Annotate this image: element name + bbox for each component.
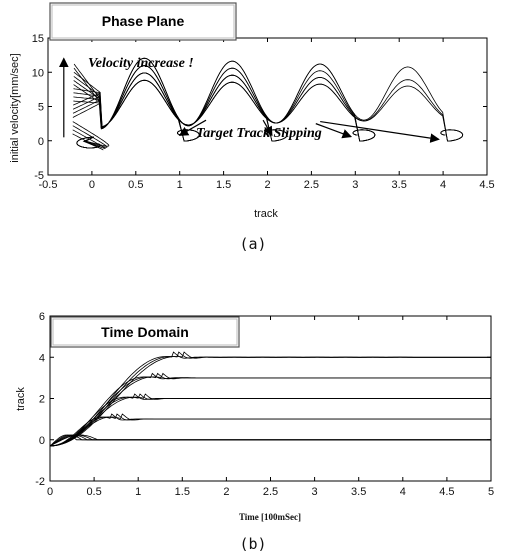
annotation-arrow [178, 119, 207, 136]
track-responses [49, 351, 491, 447]
x-tick-label-a: 4.5 [479, 179, 494, 191]
y-tick-label-b: 6 [39, 311, 45, 323]
y-tick-label-a: 15 [32, 33, 44, 45]
y-tick-label-a: -5 [34, 170, 44, 182]
time-domain-title-box: Time Domain [50, 316, 240, 348]
caption-a: (a) [239, 235, 266, 253]
x-tick-label-a: 0 [89, 179, 95, 191]
x-tick-label-b: 4 [400, 486, 406, 498]
time-domain-title: Time Domain [101, 324, 189, 340]
x-tick-label-a: 1.5 [216, 179, 231, 191]
track-slipping-annotation: Target Track Slipping [196, 126, 322, 141]
x-tick-label-a: 0.5 [128, 179, 143, 191]
x-tick-label-b: 0 [47, 486, 53, 498]
annotation-arrow [262, 119, 273, 137]
x-tick-label-a: 4 [440, 179, 446, 191]
caption-b: (b) [239, 535, 266, 553]
x-tick-label-b: 3.5 [351, 486, 366, 498]
x-tick-label-a: 2.5 [304, 179, 319, 191]
phase-trajectory [72, 121, 110, 149]
x-tick-label-a: 1 [177, 179, 183, 191]
phase-plane-title: Phase Plane [102, 13, 185, 29]
phase-plane-xlabel: track [254, 208, 278, 220]
phase-trajectory [73, 65, 376, 142]
plot-frame-a [47, 37, 488, 176]
track-response-line [50, 393, 491, 447]
y-tick-label-b: 2 [39, 394, 45, 406]
track-response-line [50, 413, 491, 447]
time-domain-xlabel: Time [100mSec] [239, 512, 301, 522]
x-tick-label-b: 1.5 [175, 486, 190, 498]
y-tick-label-a: 5 [38, 102, 44, 114]
x-tick-label-b: 1 [135, 486, 141, 498]
y-tick-label-b: 4 [39, 352, 45, 364]
velocity-increase-annotation: Velocity increase ! [88, 56, 194, 71]
x-tick-label-a: 3.5 [392, 179, 407, 191]
x-tick-label-b: 3 [312, 486, 318, 498]
x-tick-label-b: 4.5 [439, 486, 454, 498]
y-tick-label-b: 0 [39, 435, 45, 447]
track-response-line [49, 434, 491, 447]
x-tick-label-b: 2.5 [263, 486, 278, 498]
x-tick-label-a: 3 [352, 179, 358, 191]
track-response-line [50, 351, 491, 447]
y-tick-label-b: -2 [35, 476, 45, 488]
phase-plane-ylabel: initial velocity[mm/sec] [9, 53, 21, 162]
x-tick-label-b: 2 [223, 486, 229, 498]
y-tick-label-a: 0 [38, 136, 44, 148]
x-tick-label-a: -0.5 [39, 179, 58, 191]
time-domain-ylabel: track [15, 387, 27, 411]
phase-trajectory [73, 63, 464, 142]
x-tick-label-b: 0.5 [86, 486, 101, 498]
phase-plane-title-box: Phase Plane [49, 2, 237, 41]
annotation-arrow [320, 120, 440, 143]
y-tick-label-a: 10 [32, 67, 44, 79]
x-tick-label-a: 2 [264, 179, 270, 191]
annotation-arrow [315, 123, 353, 139]
phase-plane-chart: -0.5 0 0.5 1 1.5 2 2.5 3 3.5 4 4.5 -5 0 5 10 15 Phase P… [9, 2, 495, 253]
x-tick-label-b: 5 [488, 486, 494, 498]
annotation-arrows [59, 57, 440, 143]
